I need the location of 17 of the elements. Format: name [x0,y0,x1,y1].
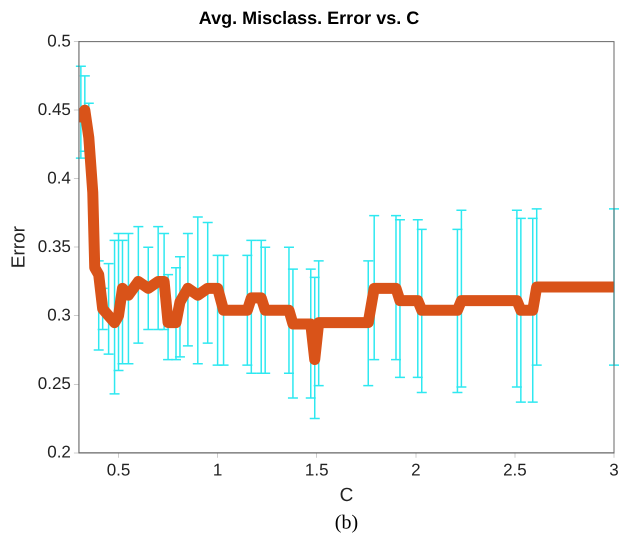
x-tick-label: 3 [609,460,619,480]
x-tick-label: 2 [411,460,421,480]
chart-title: Avg. Misclass. Error vs. C [198,8,420,28]
x-tick-label: 1.5 [304,460,329,480]
y-tick-label: 0.35 [38,236,71,256]
text: (b) [334,511,358,534]
y-tick-label: 0.4 [47,168,71,188]
x-tick-label: 1 [212,460,222,480]
y-tick-label: 0.3 [47,305,71,324]
y-tick-label: 0.2 [47,442,71,462]
y-axis-title: Error [8,225,30,268]
x-tick-label: 0.5 [106,460,130,480]
x-axis-title: C [340,484,354,506]
x-tick-label: 2.5 [503,460,527,480]
y-tick-label: 0.5 [47,31,71,50]
y-tick-label: 0.25 [38,374,71,393]
y-tick-label: 0.45 [38,100,71,119]
